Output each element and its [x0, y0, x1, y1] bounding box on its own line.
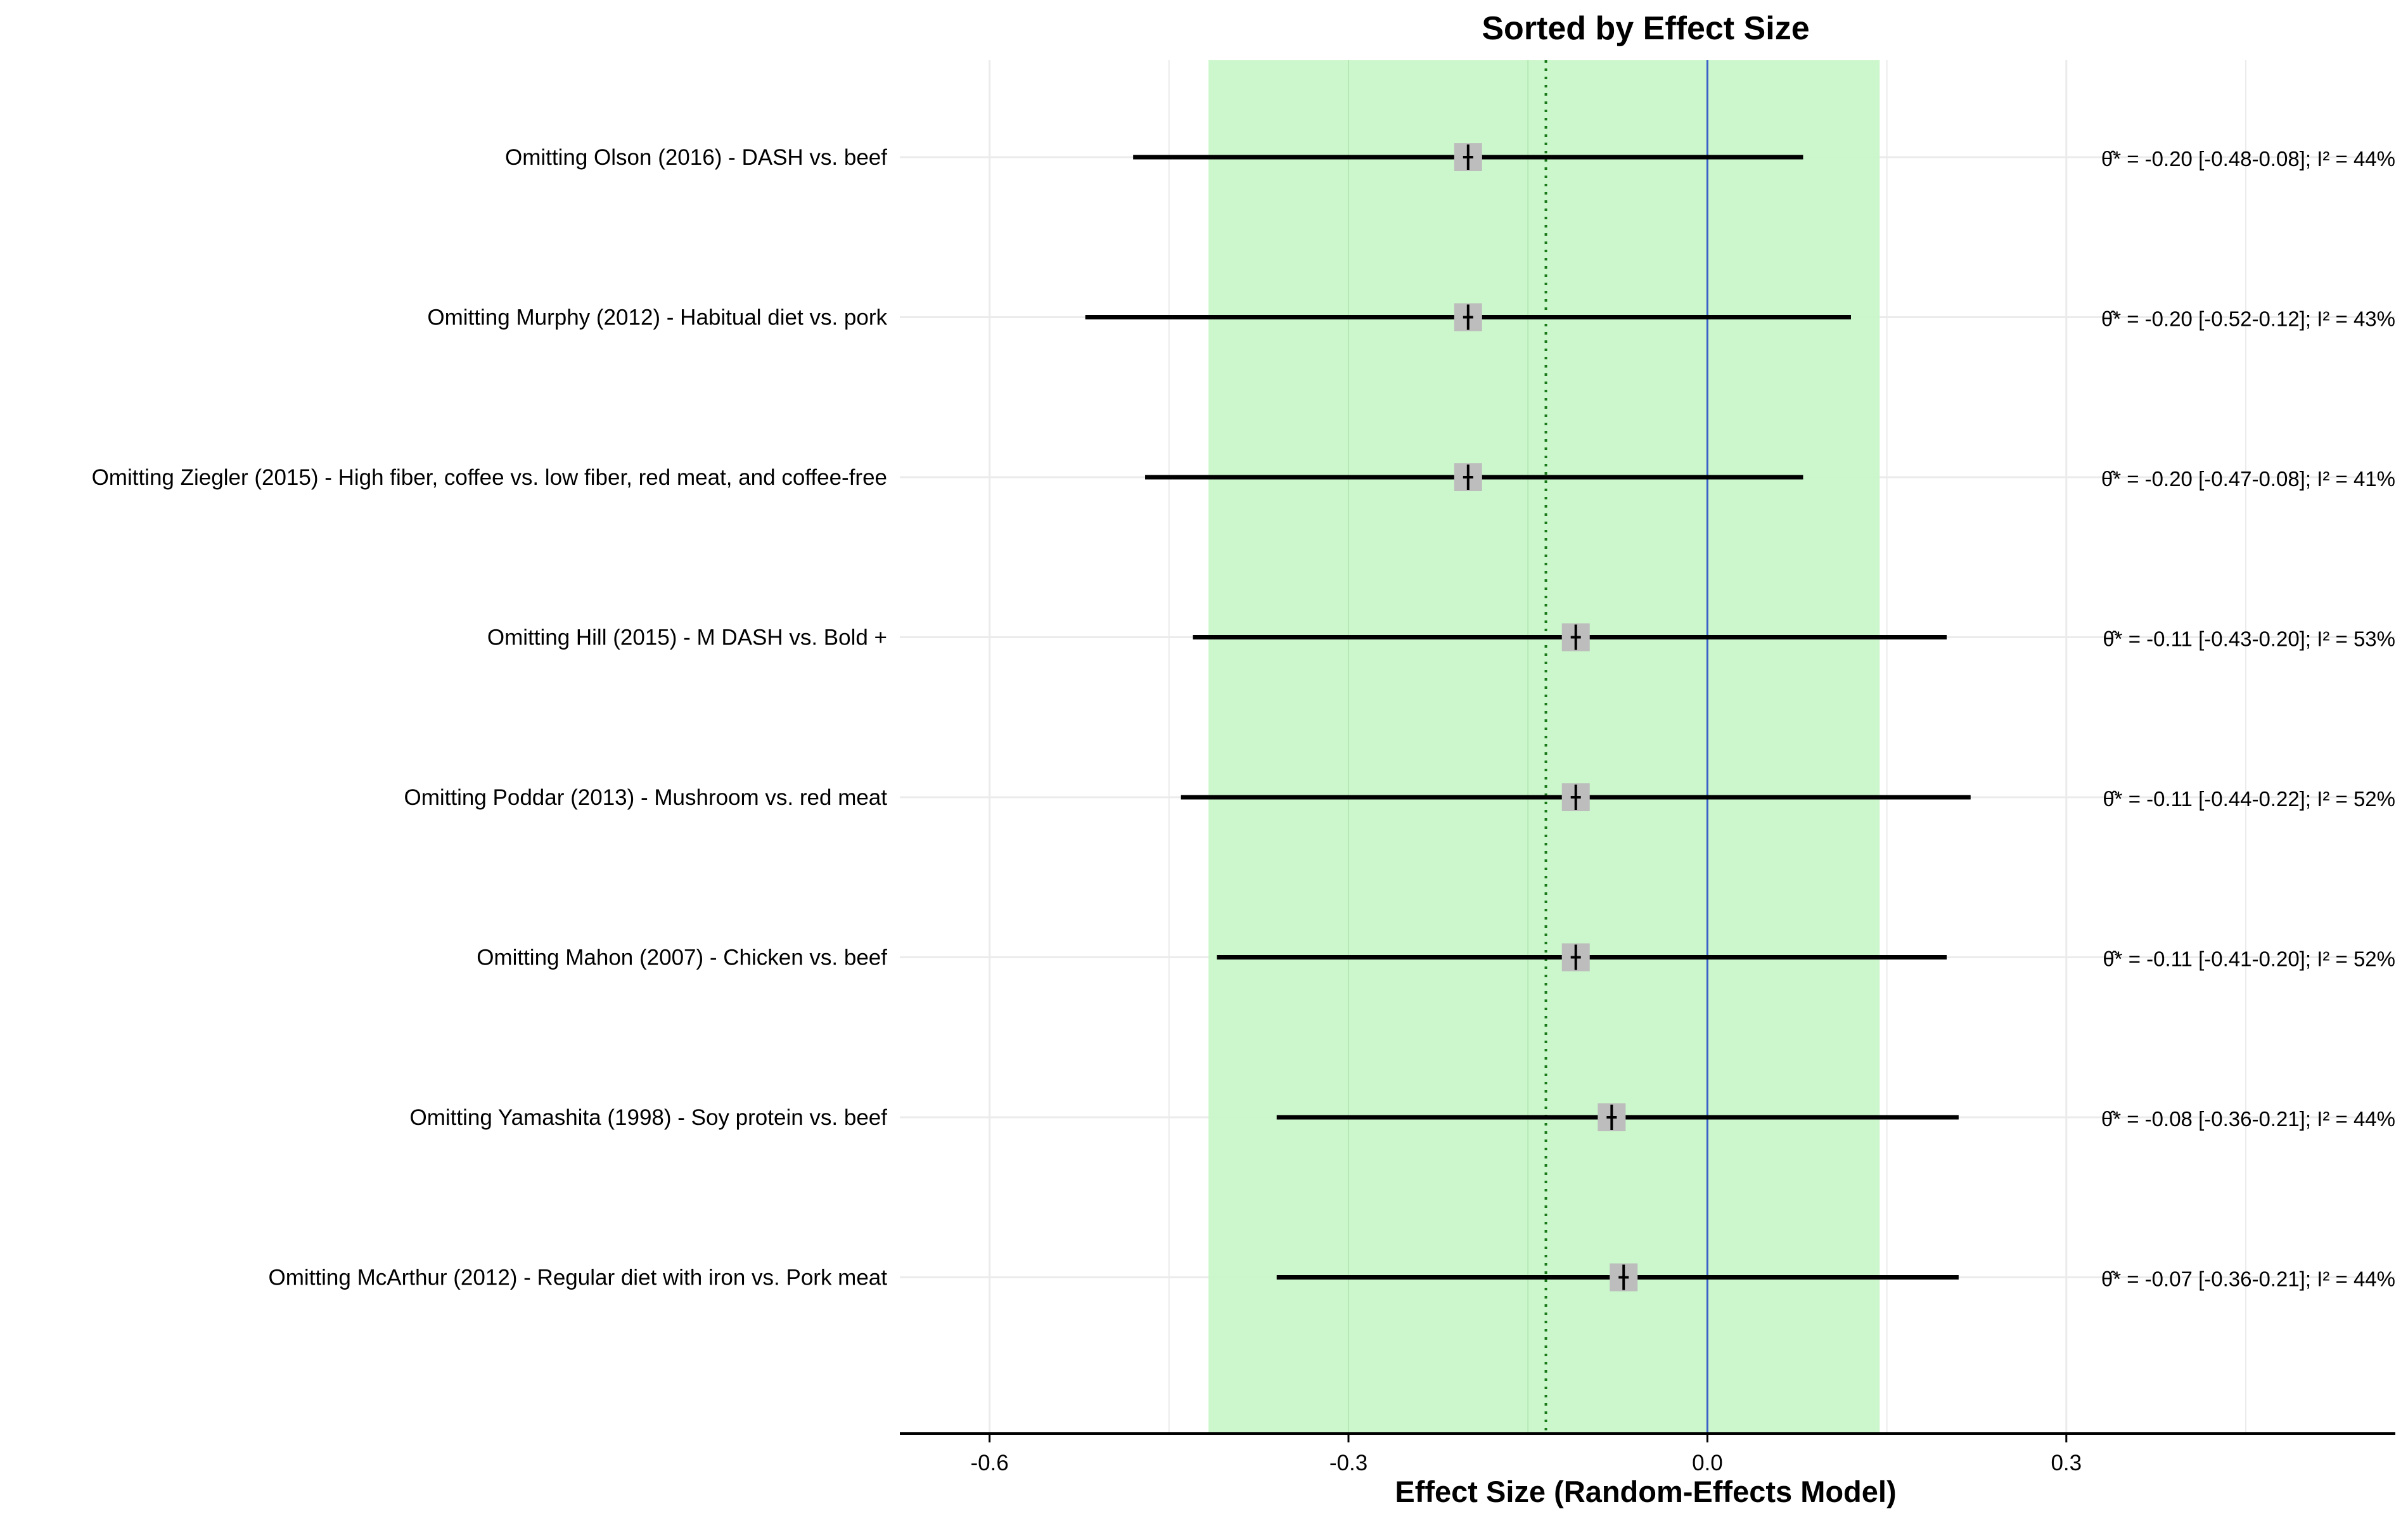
effect-statistic-label: θ̂* = -0.07 [-0.36-0.21]; I² = 44%	[2101, 1268, 2395, 1291]
effect-statistic-label: θ̂* = -0.11 [-0.41-0.20]; I² = 52%	[2103, 947, 2395, 971]
x-axis: -0.6 -0.3 0.0 0.3	[900, 1432, 2395, 1475]
study-label: Omitting Mahon (2007) - Chicken vs. beef	[477, 946, 887, 970]
effect-statistic-label: θ̂* = -0.20 [-0.47-0.08]; I² = 41%	[2101, 467, 2395, 491]
reference-lines	[1544, 60, 1708, 1434]
study-label: Omitting Hill (2015) - M DASH vs. Bold +	[487, 626, 887, 650]
study-label: Omitting Ziegler (2015) - High fiber, co…	[92, 465, 887, 490]
effect-statistic-label: θ̂* = -0.20 [-0.52-0.12]; I² = 43%	[2101, 307, 2395, 331]
effect-statistic-label: θ̂* = -0.08 [-0.36-0.21]; I² = 44%	[2101, 1107, 2395, 1131]
chart-title: Sorted by Effect Size	[1482, 10, 1809, 47]
x-tick-label: -0.3	[1329, 1451, 1367, 1475]
x-tick-label: -0.6	[970, 1451, 1008, 1475]
effect-statistic-label: θ̂* = -0.11 [-0.44-0.22]; I² = 52%	[2103, 787, 2395, 811]
study-label: Omitting Murphy (2012) - Habitual diet v…	[427, 305, 887, 330]
study-label: Omitting McArthur (2012) - Regular diet …	[269, 1266, 888, 1290]
study-label: Omitting Poddar (2013) - Mushroom vs. re…	[404, 785, 887, 810]
pooled-ci-band-rect	[1208, 60, 1880, 1434]
effect-statistic-label: θ̂* = -0.20 [-0.48-0.08]; I² = 44%	[2101, 147, 2395, 170]
study-label: Omitting Yamashita (1998) - Soy protein …	[409, 1105, 887, 1130]
effect-statistic-label: θ̂* = -0.11 [-0.43-0.20]; I² = 53%	[2103, 627, 2395, 651]
x-tick-label: 0.0	[1692, 1451, 1723, 1475]
study-rows: Omitting Olson (2016) - DASH vs. beef θ̂*…	[92, 143, 2395, 1292]
study-label: Omitting Olson (2016) - DASH vs. beef	[505, 145, 887, 170]
pooled-ci-band	[1208, 60, 1880, 1434]
x-axis-label: Effect Size (Random-Effects Model)	[1395, 1475, 1896, 1508]
x-tick-label: 0.3	[2051, 1451, 2082, 1475]
